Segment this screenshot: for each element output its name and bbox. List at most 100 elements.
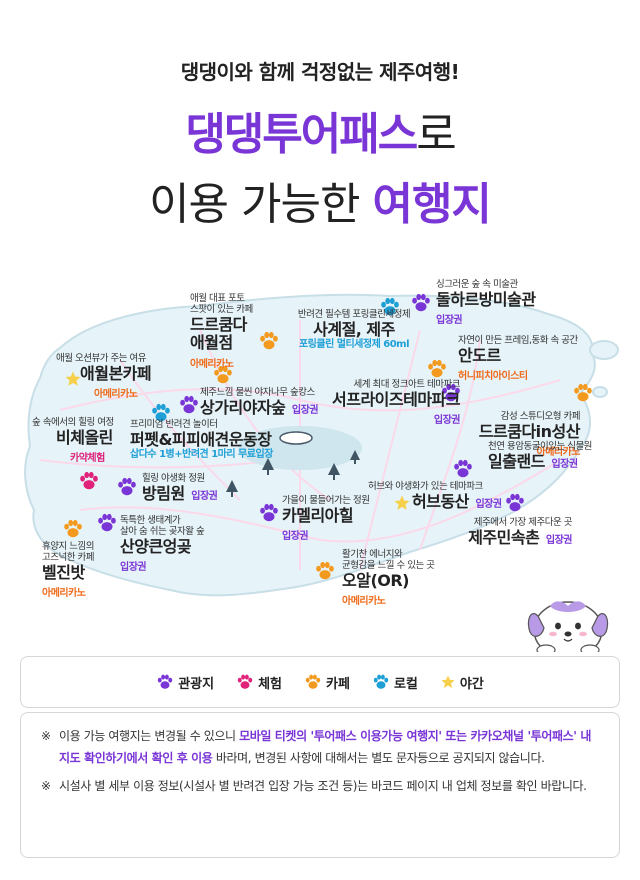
spot-tag: 입장권 bbox=[120, 562, 147, 574]
legend-label: 로컬 bbox=[393, 676, 418, 692]
spot-desc: 애월 오션뷰가 주는 여유 bbox=[56, 353, 146, 364]
spot-desc: 제주에서 가장 제주다운 곳 bbox=[473, 517, 573, 528]
spot-desc: 스팟이 있는 카페 bbox=[190, 303, 253, 315]
notice-mark: ※ bbox=[41, 779, 51, 793]
paw-icon bbox=[116, 476, 138, 498]
spot-name: 드르쿰다in성산 bbox=[478, 421, 581, 441]
spot-tag: 입장권 bbox=[475, 498, 502, 510]
spot-tag: 입장권 bbox=[551, 458, 578, 470]
islet bbox=[592, 386, 608, 398]
spot-name: 안도르 bbox=[458, 345, 501, 365]
paw-icon bbox=[452, 458, 474, 480]
notice-1: ※ 이용 가능 여행지는 변경될 수 있으니 모바일 티켓의 '투어패스 이용가… bbox=[41, 725, 601, 769]
spot-ilchul-land: 천연 용암동굴이있는 식물원 일출랜드 입장권 bbox=[488, 441, 592, 471]
dog-mascot-illustration bbox=[520, 601, 616, 652]
star-icon bbox=[440, 674, 456, 690]
spot-sub: 삽다수 1병+반려견 1마리 무료입장 bbox=[130, 449, 273, 461]
legend-label: 체험 bbox=[258, 676, 283, 692]
notice-emphasis: 모바일 티켓의 '투어패스 이용가능 여행지' 또는 카카오채널 '투어패스' … bbox=[59, 729, 591, 765]
spot-puppet-pipi: 프리미엄 반려견 놀이터 퍼펫&피피애견운동장 삽다수 1병+반려견 1마리 무… bbox=[130, 419, 273, 461]
spot-name: 벨진밧 bbox=[42, 562, 85, 582]
spot-tag: 입장권 bbox=[545, 534, 573, 546]
spot-desc: 숲 속에서의 힐링 여정 bbox=[32, 417, 114, 428]
spot-name: 제주민속촌 bbox=[468, 527, 540, 547]
spot-or: 활기찬 에너지와 균형감을 느낄 수 있는 곳 오알(OR) 아메리카노 bbox=[342, 549, 435, 609]
spot-dreukumda-seongsan: 감성 스튜디오형 카페 드르쿰다in성산 아메리카노 bbox=[468, 411, 581, 460]
spot-tag: 아메리카노 bbox=[190, 358, 234, 370]
spot-name: 퍼펫&피피애견운동장 bbox=[130, 429, 272, 449]
spot-desc: 힐링 야생화 정원 bbox=[142, 473, 205, 484]
paw-icon bbox=[426, 358, 448, 380]
spot-dreukumda-aewol: 애월 대표 포토 스팟이 있는 카페 드르쿰다 애월점 아메리카노 bbox=[190, 293, 253, 371]
spot-desc: 싱그러운 숲 속 미술관 bbox=[436, 279, 518, 290]
paw-icon bbox=[304, 673, 322, 691]
notice-text: 이용 가능 여행지는 변경될 수 있으니 bbox=[59, 729, 240, 743]
spot-aewolbon: 애월 오션뷰가 주는 여유 애월본카페 아메리카노 bbox=[56, 353, 152, 402]
spot-name: 산양큰엉곶 bbox=[120, 536, 192, 556]
trees bbox=[226, 450, 360, 497]
spot-name: 허브동산 bbox=[412, 491, 469, 511]
spot-desc: 고즈넉한 카페 bbox=[42, 551, 94, 563]
title-suffix: 로 bbox=[416, 109, 457, 160]
spot-desc: 천연 용암동굴이있는 식물원 bbox=[488, 441, 592, 452]
spot-desc: 균형감을 느낄 수 있는 곳 bbox=[342, 559, 435, 571]
spot-name: 카멜리아힐 bbox=[282, 505, 354, 525]
spot-andor: 자연이 만든 프레임,동화 속 공간 안도르 허니피치아이스티 bbox=[458, 335, 578, 384]
spot-tag: 허니피치아이스티 bbox=[458, 371, 528, 383]
spot-tag: 입장권 bbox=[433, 415, 461, 427]
brand-name: 댕댕투어패스 bbox=[185, 109, 418, 160]
spot-desc: 독특한 생태계가 bbox=[120, 515, 181, 526]
spot-desc: 살아 숨 쉬는 곶자왈 숲 bbox=[120, 525, 205, 537]
notice-mark: ※ bbox=[41, 729, 51, 743]
spot-name: 애월본카페 bbox=[80, 363, 152, 383]
legend-item-cafe: 카페 bbox=[304, 673, 350, 692]
spot-name: 일출랜드 bbox=[488, 451, 545, 471]
paw-icon bbox=[96, 512, 118, 534]
map-legend: 관광지 체험 카페 로컬 야간 bbox=[20, 656, 620, 708]
legend-item-local: 로컬 bbox=[372, 673, 418, 692]
spot-desc: 휴양지 느낌의 bbox=[42, 541, 94, 552]
spot-desc: 세계 최대 정크아트 테마파크 bbox=[353, 379, 461, 390]
paw-icon bbox=[62, 518, 84, 540]
title-line2-plain: 이용 가능한 bbox=[149, 179, 360, 230]
page-subtitle: 댕댕이와 함께 걱정없는 제주여행! bbox=[180, 60, 460, 84]
spot-name: 돌하르방미술관 bbox=[436, 289, 536, 309]
spot-tag: 아메리카노 bbox=[94, 389, 138, 401]
spot-folk-village: 제주에서 가장 제주다운 곳 제주민속촌 입장권 bbox=[450, 517, 573, 547]
spot-name: 방림원 bbox=[142, 483, 185, 503]
legend-item-night: 야간 bbox=[440, 673, 484, 692]
spot-bicheollin: 숲 속에서의 힐링 여정 비체올린 카약체험 bbox=[32, 417, 114, 466]
paw-icon bbox=[572, 382, 594, 404]
spot-tag: 입장권 bbox=[436, 315, 463, 327]
spot-tag: 아메리카노 bbox=[342, 596, 386, 608]
jeju-island-shape bbox=[24, 293, 619, 597]
hallasan-area bbox=[238, 426, 362, 470]
paw-icon bbox=[504, 492, 526, 514]
spot-desc: 허브와 야생화가 있는 테마파크 bbox=[368, 481, 483, 492]
spot-banglimwon: 힐링 야생화 정원 방림원 입장권 bbox=[142, 473, 218, 503]
spot-tag: 입장권 bbox=[282, 531, 309, 543]
spot-desc: 감성 스튜디오형 카페 bbox=[500, 411, 581, 422]
spot-tag: 카약체험 bbox=[70, 453, 105, 465]
spot-desc: 가을이 물들어가는 정원 bbox=[282, 495, 370, 506]
spot-beljinbat: 휴양지 느낌의 고즈넉한 카페 벨진밧 아메리카노 bbox=[42, 541, 94, 601]
notice-2: ※ 시설사 별 세부 이용 정보(시설사 별 반려견 입장 가능 조건 등)는 … bbox=[41, 775, 601, 797]
spot-sanggari: 제주느낌 물씬 야자나무 숲캉스 상가리야자숲 입장권 bbox=[200, 387, 319, 417]
paw-icon bbox=[258, 502, 280, 524]
paw-icon bbox=[372, 673, 390, 691]
jeju-map: 싱그러운 숲 속 미술관 돌하르방미술관 입장권 반려견 필수템 포링클린세정제… bbox=[0, 270, 640, 652]
hallasan-crater bbox=[279, 431, 313, 445]
legend-item-experience: 체험 bbox=[236, 673, 282, 692]
spot-dolharubang: 싱그러운 숲 속 미술관 돌하르방미술관 입장권 bbox=[436, 279, 536, 328]
spot-sanyang: 독특한 생태계가 살아 숨 쉬는 곶자왈 숲 산양큰엉곶 입장권 bbox=[120, 515, 205, 575]
spot-name: 서프라이즈테마파크 bbox=[332, 389, 460, 409]
spot-name: 상가리야자숲 bbox=[200, 397, 286, 417]
spot-name: 사계절, 제주 bbox=[313, 319, 395, 339]
spot-desc: 반려견 필수템 포링클린세정제 bbox=[297, 309, 411, 320]
legend-item-tourist: 관광지 bbox=[156, 673, 214, 692]
spot-name: 애월점 bbox=[190, 333, 233, 353]
notice-text: 바라며, 변경된 사항에 대해서는 별도 문자등으로 공지되지 않습니다. bbox=[212, 751, 545, 765]
spot-camellia-hill: 가을이 물들어가는 정원 카멜리아힐 입장권 bbox=[282, 495, 370, 544]
notice-text: 시설사 별 세부 이용 정보(시설사 별 반려견 입장 가능 조건 등)는 바코… bbox=[59, 779, 587, 793]
paw-icon bbox=[236, 673, 254, 691]
